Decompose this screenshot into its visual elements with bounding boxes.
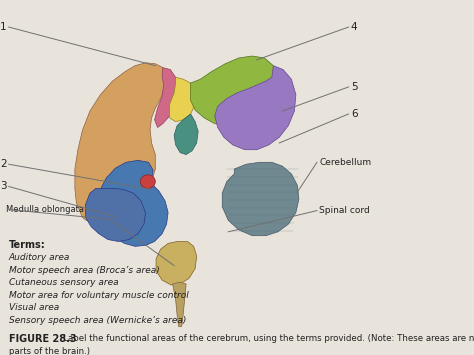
Text: 4: 4 — [351, 22, 357, 32]
Text: 5: 5 — [351, 82, 357, 92]
Polygon shape — [222, 162, 299, 236]
Text: 1: 1 — [0, 22, 7, 32]
Polygon shape — [85, 189, 146, 241]
Text: FIGURE 28.3: FIGURE 28.3 — [9, 334, 76, 344]
Text: Motor area for voluntary muscle control: Motor area for voluntary muscle control — [9, 291, 189, 300]
Polygon shape — [155, 67, 178, 127]
Polygon shape — [170, 77, 195, 122]
Text: Spinal cord: Spinal cord — [319, 206, 370, 215]
Polygon shape — [191, 56, 278, 126]
Polygon shape — [156, 241, 197, 285]
Text: Visual area: Visual area — [9, 303, 59, 312]
Text: Sensory speech area (Wernicke’s area): Sensory speech area (Wernicke’s area) — [9, 316, 186, 325]
Polygon shape — [215, 66, 296, 150]
Polygon shape — [98, 160, 168, 246]
Ellipse shape — [140, 175, 155, 189]
Polygon shape — [173, 282, 186, 327]
Text: Cerebellum: Cerebellum — [319, 158, 371, 167]
Text: 6: 6 — [351, 109, 357, 119]
Text: Motor speech area (Broca’s area): Motor speech area (Broca’s area) — [9, 266, 159, 275]
Polygon shape — [75, 63, 166, 222]
Text: Label the functional areas of the cerebrum, using the terms provided. (Note: The: Label the functional areas of the cerebr… — [55, 334, 474, 343]
Text: 2: 2 — [0, 159, 7, 169]
Polygon shape — [174, 114, 198, 154]
Text: 3: 3 — [0, 181, 7, 191]
Text: Medulla oblongata: Medulla oblongata — [7, 205, 84, 214]
Text: parts of the brain.): parts of the brain.) — [9, 347, 90, 355]
Text: Cutaneous sensory area: Cutaneous sensory area — [9, 278, 118, 287]
Text: Auditory area: Auditory area — [9, 253, 70, 262]
Text: Terms:: Terms: — [9, 240, 46, 250]
